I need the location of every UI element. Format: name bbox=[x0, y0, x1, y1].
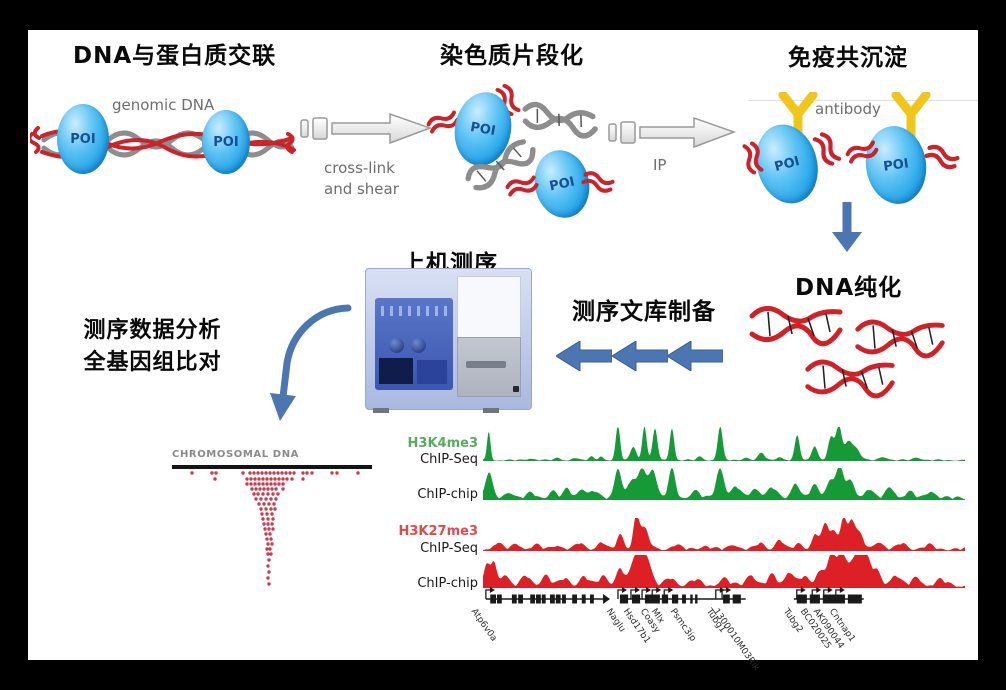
step-title-analysis: 测序数据分析 全基因组比对 bbox=[80, 312, 225, 376]
poi-label: POI bbox=[547, 174, 576, 194]
sequencer-tube-rack bbox=[381, 306, 447, 316]
step-title-immunoprecipitation: 免疫共沉淀 bbox=[788, 45, 908, 71]
chromosomal-dna-axis bbox=[172, 465, 372, 469]
gray-chromatin-fragment-icon bbox=[522, 101, 598, 139]
sequencer-window bbox=[375, 298, 453, 390]
poi-protein-blob: POI bbox=[202, 110, 250, 174]
arrow-down-icon bbox=[832, 202, 862, 252]
purified-dna-icon bbox=[749, 306, 843, 347]
poi-label: POI bbox=[469, 119, 497, 139]
step-title-crosslink: DNA与蛋白质交联 bbox=[73, 43, 277, 69]
poi-label: POI bbox=[70, 131, 96, 147]
sequencer-machine-illustration bbox=[365, 268, 532, 415]
h3k27me3-label: H3K27me3 bbox=[398, 524, 479, 539]
poi-protein-blob: POI bbox=[57, 104, 109, 174]
crosslink-shear-label: cross-link and shear bbox=[324, 158, 399, 200]
crosslink-label-line1: cross-link bbox=[324, 159, 395, 177]
read-pileup-scatter bbox=[190, 471, 360, 586]
sequencer-slot bbox=[466, 361, 506, 368]
poi-label: POI bbox=[772, 153, 802, 175]
sequencer-foot bbox=[373, 408, 389, 413]
crosslink-label-line2: and shear bbox=[324, 180, 399, 198]
poi-label: POI bbox=[882, 155, 910, 175]
dna-fragment-icon bbox=[845, 140, 879, 164]
genome-tracks-chart bbox=[483, 427, 965, 604]
panel-divider-line bbox=[748, 100, 978, 101]
sequencer-power-button bbox=[513, 386, 519, 392]
dna-fragment-icon bbox=[742, 141, 764, 175]
h3k4me3-label: H3K4me3 bbox=[407, 436, 478, 451]
antibody-label: antibody bbox=[815, 100, 881, 118]
purified-dna-icon bbox=[855, 319, 945, 359]
step-title-dna-purification: DNA纯化 bbox=[795, 275, 903, 301]
sequencer-bottle bbox=[411, 338, 426, 353]
block-arrow-right-icon bbox=[608, 116, 737, 149]
analysis-line1: 测序数据分析 bbox=[83, 318, 222, 343]
step-title-library-prep: 测序文库制备 bbox=[572, 299, 716, 325]
sequencer-bottle bbox=[389, 338, 404, 353]
dna-fragment-icon bbox=[581, 171, 615, 193]
dna-fragment-icon bbox=[924, 144, 960, 170]
sequencer-foot bbox=[483, 408, 499, 413]
chipseq-label: ChIP-Seq bbox=[420, 541, 478, 556]
ip-label: IP bbox=[653, 156, 667, 174]
analysis-line2: 全基因组比对 bbox=[83, 350, 222, 375]
sequencer-door bbox=[457, 276, 521, 397]
chipchip-label: ChIP-chip bbox=[417, 487, 478, 502]
sequencer-screen bbox=[379, 358, 413, 384]
arrow-left-icon bbox=[667, 341, 723, 371]
step-title-fragmentation: 染色质片段化 bbox=[440, 43, 584, 69]
purified-dna-icon bbox=[805, 359, 895, 399]
chromosomal-dna-title: CHROMOSOMAL DNA bbox=[172, 449, 300, 460]
chipchip-label: ChIP-chip bbox=[417, 576, 478, 591]
gray-chromatin-fragment-icon bbox=[465, 139, 536, 191]
curved-arrow-down-icon bbox=[270, 304, 352, 421]
arrow-left-icon bbox=[556, 341, 612, 371]
block-arrow-right-icon bbox=[300, 112, 433, 145]
chipseq-label: ChIP-Seq bbox=[420, 452, 478, 467]
genomic-dna-label: genomic DNA bbox=[112, 96, 215, 114]
sequencer-compartment bbox=[417, 360, 447, 384]
arrow-left-icon bbox=[612, 341, 668, 371]
dna-fragment-icon bbox=[505, 175, 539, 197]
dna-fragment-icon bbox=[812, 132, 842, 166]
poi-label: POI bbox=[213, 134, 239, 150]
